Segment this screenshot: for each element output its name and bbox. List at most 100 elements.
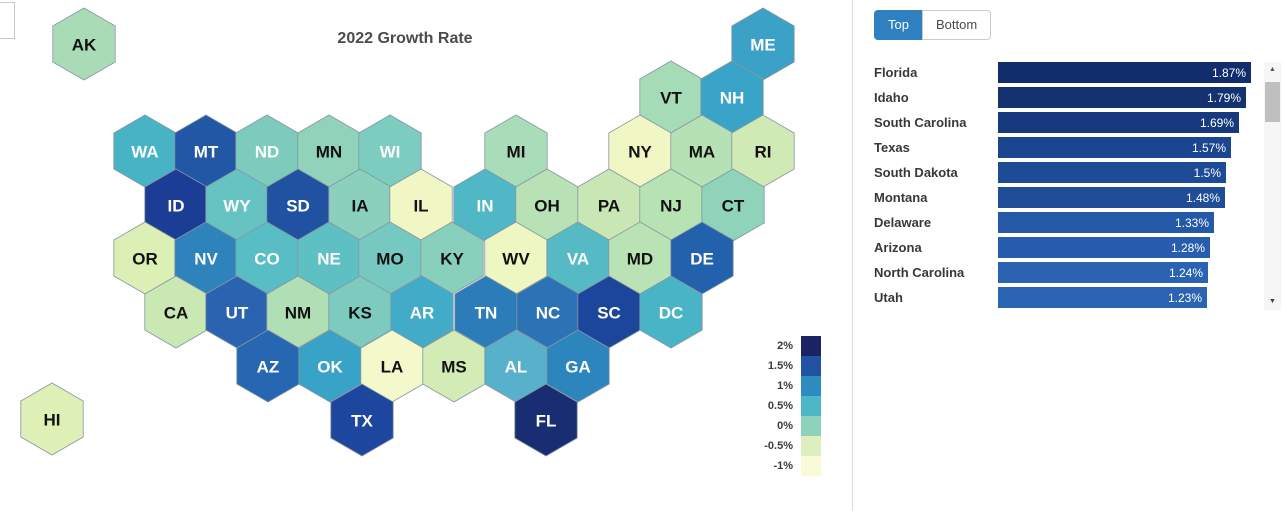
bar-track: 1.48% [998, 187, 1251, 208]
hex-label-ms: MS [441, 358, 467, 377]
hex-shape-fl[interactable] [514, 383, 578, 457]
hex-label-ky: KY [440, 250, 464, 269]
hex-shape-ga[interactable] [546, 329, 610, 403]
hex-ga[interactable]: GA [546, 329, 610, 403]
bar[interactable]: 1.24% [998, 262, 1208, 283]
bar-row-south-carolina[interactable]: South Carolina 1.69% [874, 110, 1251, 135]
legend-swatch [801, 356, 821, 376]
bar-row-north-carolina[interactable]: North Carolina 1.24% [874, 260, 1251, 285]
hex-label-wa: WA [131, 143, 158, 162]
hex-shape-dc[interactable] [639, 275, 703, 349]
bar[interactable]: 1.5% [998, 162, 1226, 183]
hex-de[interactable]: DE [670, 221, 734, 295]
legend-row: 0.5% [745, 396, 821, 416]
bar[interactable]: 1.23% [998, 287, 1207, 308]
scroll-thumb[interactable] [1265, 82, 1280, 122]
hex-shape-tx[interactable] [330, 383, 394, 457]
hex-label-ri: RI [755, 143, 772, 162]
hex-label-ok: OK [317, 358, 343, 377]
scrollbar[interactable]: ▲ ▼ [1264, 62, 1281, 310]
hex-label-dc: DC [659, 304, 684, 323]
hex-ar[interactable]: AR [390, 275, 454, 349]
hex-shape-ak[interactable] [52, 7, 116, 81]
hex-ny[interactable]: NY [608, 114, 672, 188]
hex-tn[interactable]: TN [454, 275, 518, 349]
bar-value-label: 1.69% [1199, 115, 1234, 130]
hex-ky[interactable]: KY [420, 221, 484, 295]
hex-label-nm: NM [285, 304, 311, 323]
hex-ut[interactable]: UT [205, 275, 269, 349]
hex-label-or: OR [132, 250, 158, 269]
bar-row-texas[interactable]: Texas 1.57% [874, 135, 1251, 160]
bar[interactable]: 1.87% [998, 62, 1251, 83]
legend-label: 0% [777, 420, 793, 432]
hex-label-mt: MT [194, 143, 219, 162]
bar-row-florida[interactable]: Florida 1.87% [874, 60, 1251, 85]
clipped-ui-fragment [0, 2, 15, 39]
legend-row: 0% [745, 416, 821, 436]
hex-fl[interactable]: FL [514, 383, 578, 457]
bar-row-utah[interactable]: Utah 1.23% [874, 285, 1251, 310]
hex-hi[interactable]: HI [20, 382, 84, 456]
hex-label-de: DE [690, 250, 714, 269]
hex-ri[interactable]: RI [731, 114, 795, 188]
hex-label-va: VA [567, 250, 589, 269]
toggle-bottom-button[interactable]: Bottom [921, 10, 992, 40]
hex-dc[interactable]: DC [639, 275, 703, 349]
legend-swatch [801, 396, 821, 416]
hex-nc[interactable]: NC [516, 275, 580, 349]
bar[interactable]: 1.48% [998, 187, 1225, 208]
hex-oh[interactable]: OH [515, 168, 579, 242]
bar-value-label: 1.57% [1191, 140, 1226, 155]
bar-row-idaho[interactable]: Idaho 1.79% [874, 85, 1251, 110]
hex-me[interactable]: ME [731, 7, 795, 81]
hex-ms[interactable]: MS [422, 329, 486, 403]
bar-state-label: Arizona [874, 240, 922, 255]
bar-state-label: Texas [874, 140, 910, 155]
bar[interactable]: 1.33% [998, 212, 1214, 233]
bar-state-label: South Dakota [874, 165, 958, 180]
scroll-up-icon[interactable]: ▲ [1264, 62, 1281, 78]
hex-nv[interactable]: NV [174, 221, 238, 295]
bar-row-arizona[interactable]: Arizona 1.28% [874, 235, 1251, 260]
hex-nj[interactable]: NJ [639, 168, 703, 242]
hex-id[interactable]: ID [144, 168, 208, 242]
bar-track: 1.87% [998, 62, 1251, 83]
legend-row: -1% [745, 456, 821, 476]
hex-wv[interactable]: WV [484, 221, 548, 295]
hex-la[interactable]: LA [360, 329, 424, 403]
hex-in[interactable]: IN [453, 168, 517, 242]
legend-swatch [801, 456, 821, 476]
bar-state-label: Delaware [874, 215, 932, 230]
hex-ct[interactable]: CT [701, 168, 765, 242]
map-title: 2022 Growth Rate [337, 30, 473, 47]
bar-row-montana[interactable]: Montana 1.48% [874, 185, 1251, 210]
hex-co[interactable]: CO [235, 221, 299, 295]
hex-nh[interactable]: NH [700, 60, 764, 134]
hex-shape-hi[interactable] [20, 382, 84, 456]
hex-ks[interactable]: KS [328, 275, 392, 349]
hex-az[interactable]: AZ [236, 329, 300, 403]
toggle-top-button[interactable]: Top [874, 10, 922, 40]
hex-label-ut: UT [226, 304, 249, 323]
hex-ok[interactable]: OK [298, 329, 362, 403]
hex-label-wi: WI [380, 143, 401, 162]
bar[interactable]: 1.79% [998, 87, 1246, 108]
legend-label: 0.5% [767, 400, 793, 412]
hex-vt[interactable]: VT [639, 60, 703, 134]
bar-row-south-dakota[interactable]: South Dakota 1.5% [874, 160, 1251, 185]
bar-row-delaware[interactable]: Delaware 1.33% [874, 210, 1251, 235]
hex-label-ia: IA [352, 197, 369, 216]
bar[interactable]: 1.57% [998, 137, 1231, 158]
hex-ak[interactable]: AK [52, 7, 116, 81]
legend-label: -1% [773, 460, 793, 472]
bar[interactable]: 1.28% [998, 237, 1210, 258]
hex-mi[interactable]: MI [484, 114, 548, 188]
hex-label-wv: WV [502, 250, 530, 269]
hex-tx[interactable]: TX [330, 383, 394, 457]
scroll-down-icon[interactable]: ▼ [1264, 294, 1281, 310]
hex-label-md: MD [627, 250, 653, 269]
bar[interactable]: 1.69% [998, 112, 1239, 133]
hex-wy[interactable]: WY [205, 168, 269, 242]
